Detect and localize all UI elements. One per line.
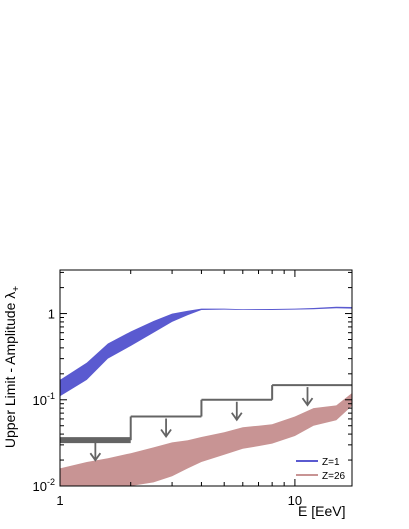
y-tick-label-exponent: -2 — [47, 477, 55, 487]
band-z26 — [60, 393, 352, 486]
plot-frame — [59, 269, 353, 487]
y-tick-label-base: 10 — [33, 479, 47, 494]
band-z1 — [60, 306, 352, 397]
limit-arrow-head-2 — [160, 428, 172, 439]
x-axis-label: E [EeV] — [298, 503, 345, 519]
bands-layer — [60, 306, 352, 486]
legend-label-z26: Z=26 — [322, 471, 346, 482]
limit-arrow-head-1 — [89, 452, 102, 462]
limit-arrow-head-3 — [231, 412, 243, 422]
y-tick-label: 1 — [48, 307, 55, 322]
x-tick-label: 1 — [56, 493, 63, 508]
y-tick-label: 10-1 — [33, 391, 55, 408]
y-tick-label: 10-2 — [33, 477, 55, 494]
y-axis-label-text: Upper Limit - Amplitude λ — [2, 292, 18, 448]
legend-label-z1: Z=1 — [322, 457, 340, 468]
y-tick-label-exponent: -1 — [47, 391, 55, 401]
limit-arrow-head-4 — [301, 397, 314, 407]
y-axis-label-subscript: + — [11, 286, 22, 292]
y-tick-label-base: 10 — [33, 393, 47, 408]
y-tick-label-base: 1 — [48, 307, 55, 322]
legend: Z=1 Z=26 — [296, 457, 346, 482]
y-axis-label: Upper Limit - Amplitude λ+ — [2, 286, 22, 448]
x-tick-label: 10 — [288, 493, 302, 508]
limits-layer — [60, 384, 352, 462]
